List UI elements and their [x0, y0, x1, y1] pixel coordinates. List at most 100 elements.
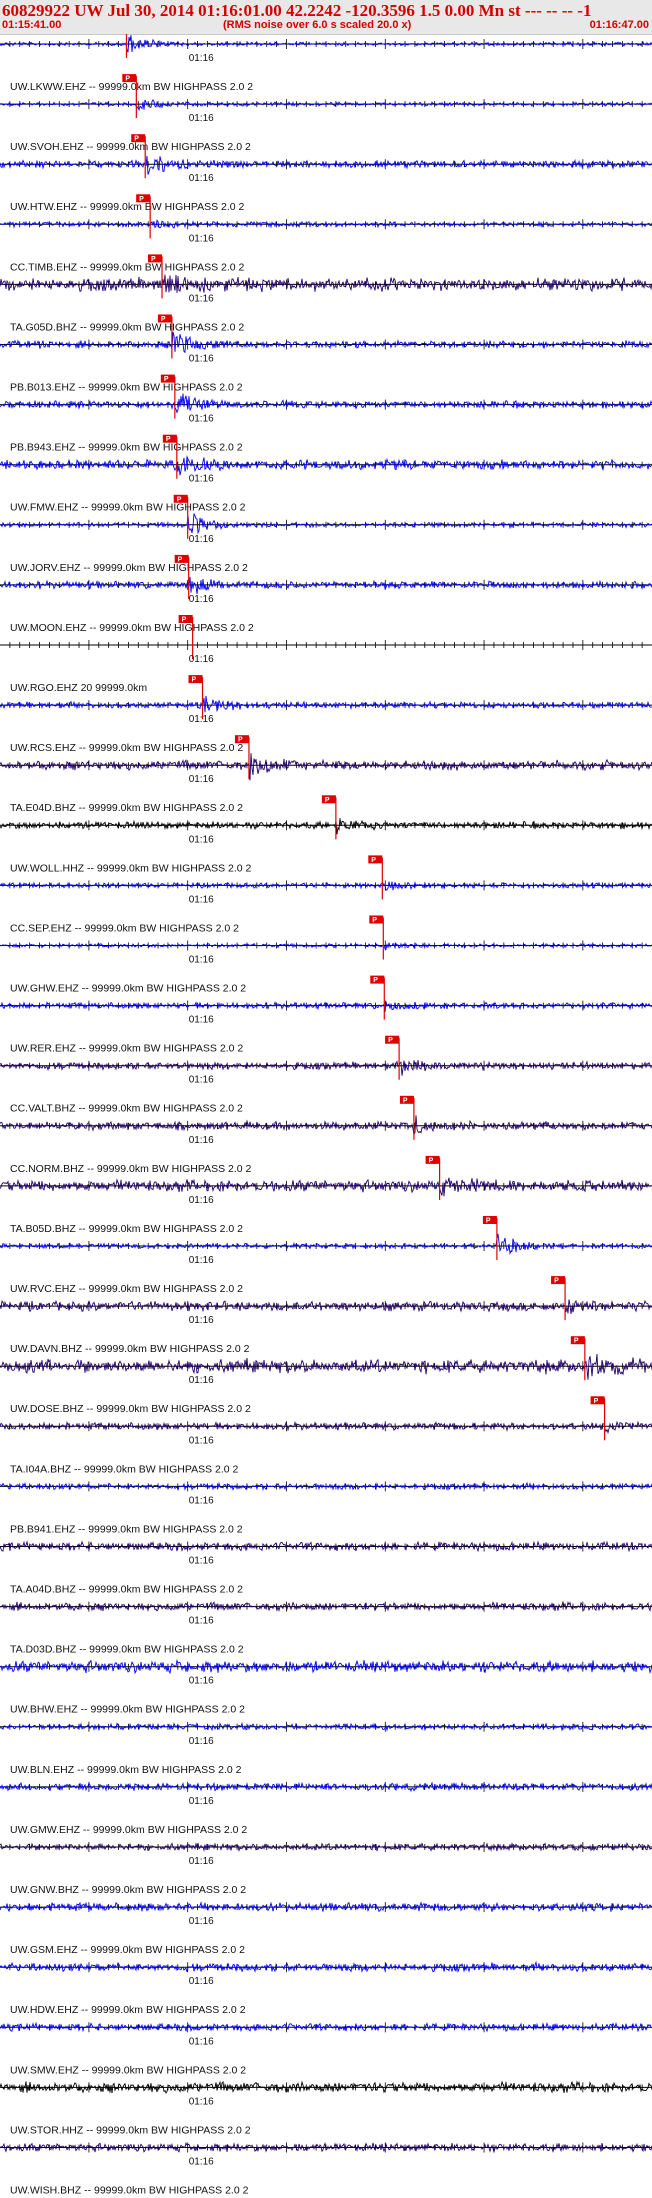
waveform-line — [0, 1481, 652, 1492]
station-label: UW.BHW.EHZ -- 99999.0km BW HIGHPASS 2.0 … — [10, 1704, 245, 1716]
trace-group: 01:16 TA.D03D.BHZ -- 99999.0km BW HIGHPAS… — [0, 1600, 652, 1656]
waveform-line — [0, 331, 652, 354]
pick-flag — [157, 314, 172, 323]
waveform-line — [0, 35, 652, 53]
waveform-line — [0, 942, 652, 951]
waveform-line — [0, 1781, 652, 1793]
time-mark-label: 01:16 — [189, 955, 214, 966]
trace-group: P 01:16 TA.B05D.BHZ -- 99999.0km BW HIGHPA… — [0, 1155, 652, 1235]
pick-flag — [399, 1095, 414, 1104]
trace-group: 01:16 UW.GNW.BHZ -- 99999.0km BW HIGHPASS… — [0, 1841, 652, 1896]
station-label: CC.NORM.BHZ -- 99999.0km BW HIGHPASS 2.0… — [10, 1163, 252, 1175]
pick-flag — [162, 434, 177, 443]
trace-group: P 01:16 UW.SVOH.EHZ -- 99999.0km BW HIGHPA… — [0, 74, 652, 153]
pick-label: P — [178, 556, 183, 563]
pick-flag — [148, 254, 163, 263]
pick-flag — [570, 1336, 585, 1345]
time-mark-label: 01:16 — [189, 1315, 214, 1326]
time-mark-label: 01:16 — [189, 1195, 214, 1206]
event-title: 60829922 UW Jul 30, 2014 01:16:01.00 42.… — [2, 1, 592, 20]
time-mark-label: 01:16 — [189, 414, 214, 425]
station-label: UW.GSM.EHZ -- 99999.0km BW HIGHPASS 2.0 … — [10, 1944, 245, 1956]
station-label: UW.LKWW.EHZ -- 99999.0km BW HIGHPASS 2.0… — [10, 81, 253, 93]
trace-group: P 01:16 UW.DOSE.BHZ -- 99999.0km BW HIGHPA… — [0, 1336, 652, 1415]
station-label: TA.G05D.BHZ -- 99999.0km BW HIGHPASS 2.0… — [10, 321, 244, 333]
pick-flag — [370, 975, 385, 984]
pick-label: P — [192, 677, 197, 684]
time-mark-label: 01:16 — [189, 654, 214, 665]
station-label: CC.TIMB.EHZ -- 99999.0km BW HIGHPASS 2.0… — [10, 261, 245, 273]
station-label: TA.E04D.BHZ -- 99999.0km BW HIGHPASS 2.0… — [10, 802, 243, 814]
pick-flag — [160, 374, 175, 383]
waveform-line — [0, 455, 652, 476]
trace-group: 01:16 UW.BHW.EHZ -- 99999.0km BW HIGHPASS… — [0, 1658, 652, 1716]
station-label: UW.GMW.EHZ -- 99999.0km BW HIGHPASS 2.0 … — [10, 1824, 247, 1836]
pick-label: P — [325, 797, 330, 804]
trace-group: P 01:16 UW.HTW.EHZ -- 99999.0km BW HIGHPAS… — [0, 134, 652, 213]
waveform-line — [0, 576, 652, 594]
trace-group: 01:16 UW.HDW.EHZ -- 99999.0km BW HIGHPASS… — [0, 1960, 652, 2016]
station-label: UW.GNW.BHZ -- 99999.0km BW HIGHPASS 2.0 … — [10, 1884, 246, 1896]
pick-flag — [122, 74, 137, 83]
time-mark-label: 01:16 — [189, 53, 214, 64]
station-label: CC.VALT.BHZ -- 99999.0km BW HIGHPASS 2.0… — [10, 1103, 243, 1115]
time-mark-label: 01:16 — [189, 534, 214, 545]
waveform-line — [0, 1658, 652, 1675]
trace-group: 01:16 TA.A04D.BHZ -- 99999.0km BW HIGHPAS… — [0, 1540, 652, 1596]
station-label: PB.B943.EHZ -- 99999.0km BW HIGHPASS 2.0… — [10, 442, 243, 454]
waveform-line — [0, 1901, 652, 1913]
pick-label: P — [574, 1338, 579, 1345]
station-label: UW.DOSE.BHZ -- 99999.0km BW HIGHPASS 2.0… — [10, 1403, 251, 1415]
waveform-line — [0, 2080, 652, 2094]
time-mark-label: 01:16 — [189, 113, 214, 124]
station-label: UW.RCS.EHZ -- 99999.0km BW HIGHPASS 2.0 … — [10, 742, 243, 754]
time-mark-label: 01:16 — [189, 834, 214, 845]
trace-group: P 01:16 UW.DAVN.BHZ -- 99999.0km BW HIGHPA… — [0, 1276, 652, 1355]
waveform-line — [0, 1420, 652, 1435]
time-mark-label: 01:16 — [189, 1796, 214, 1807]
waveform-line — [0, 1960, 652, 1973]
station-label: TA.I04A.BHZ -- 99999.0km BW HIGHPASS 2.0… — [10, 1463, 239, 1475]
trace-group: P 01:16 UW.LKWW.EHZ -- 99999.0km BW HIGHPA… — [0, 34, 652, 93]
station-label: UW.HDW.EHZ -- 99999.0km BW HIGHPASS 2.0 … — [10, 2004, 246, 2016]
trace-group: 01:16 UW.WISH.BHZ -- 99999.0km BW HIGHPAS… — [0, 2141, 652, 2197]
time-mark-label: 01:16 — [189, 1856, 214, 1867]
waveform-line — [0, 2141, 652, 2154]
trace-group: 01:16 UW.BLN.EHZ -- 99999.0km BW HIGHPASS… — [0, 1721, 652, 1776]
trace-group: 01:16 UW.GMW.EHZ -- 99999.0km BW HIGHPASS… — [0, 1781, 652, 1836]
time-mark-label: 01:16 — [189, 1015, 214, 1026]
waveform-line — [0, 753, 652, 781]
time-mark-label: 01:16 — [189, 293, 214, 304]
pick-label: P — [486, 1218, 491, 1225]
pick-label: P — [238, 737, 243, 744]
pick-flag — [234, 735, 249, 744]
time-mark-label: 01:16 — [189, 354, 214, 365]
waveform-line — [0, 1299, 652, 1314]
station-label: UW.FMW.EHZ -- 99999.0km BW HIGHPASS 2.0 … — [10, 502, 246, 514]
time-mark-label: 01:16 — [189, 173, 214, 184]
time-mark-label: 01:16 — [189, 2036, 214, 2047]
pick-label: P — [429, 1157, 434, 1164]
time-mark-label: 01:16 — [189, 1375, 214, 1386]
rms-noise-note: (RMS noise over 6.0 s scaled 20.0 x) — [223, 19, 412, 31]
trace-group: P 01:16 CC.TIMB.EHZ -- 99999.0km BW HIGHPA… — [0, 194, 652, 273]
station-label: UW.STOR.HHZ -- 99999.0km BW HIGHPASS 2.0… — [10, 2124, 251, 2136]
station-label: PB.B941.EHZ -- 99999.0km BW HIGHPASS 2.0… — [10, 1523, 243, 1535]
trace-group: P 01:16 PB.B943.EHZ -- 99999.0km BW HIGHPA… — [0, 374, 652, 454]
trace-group: P 01:16 UW.RER.EHZ -- 99999.0km BW HIGHPAS… — [0, 975, 652, 1055]
pick-label: P — [182, 617, 187, 624]
trace-group: P 01:16 CC.SEP.EHZ -- 99999.0km BW HIGHPAS… — [0, 855, 652, 934]
pick-label: P — [125, 76, 130, 83]
station-label: PB.B013.EHZ -- 99999.0km BW HIGHPASS 2.0… — [10, 382, 243, 394]
waveform-line — [0, 1721, 652, 1732]
pick-label: P — [372, 917, 377, 924]
waveform-line — [0, 1353, 652, 1380]
pick-flag — [369, 915, 384, 924]
waveform-line — [0, 393, 652, 414]
station-label: TA.B05D.BHZ -- 99999.0km BW HIGHPASS 2.0… — [10, 1223, 243, 1235]
pick-flag — [482, 1216, 497, 1224]
waveform-line — [0, 1540, 652, 1553]
time-mark-label: 01:16 — [189, 1616, 214, 1627]
time-mark-label: 01:16 — [189, 1075, 214, 1086]
station-label: UW.WISH.BHZ -- 99999.0km BW HIGHPASS 2.0… — [10, 2185, 249, 2197]
